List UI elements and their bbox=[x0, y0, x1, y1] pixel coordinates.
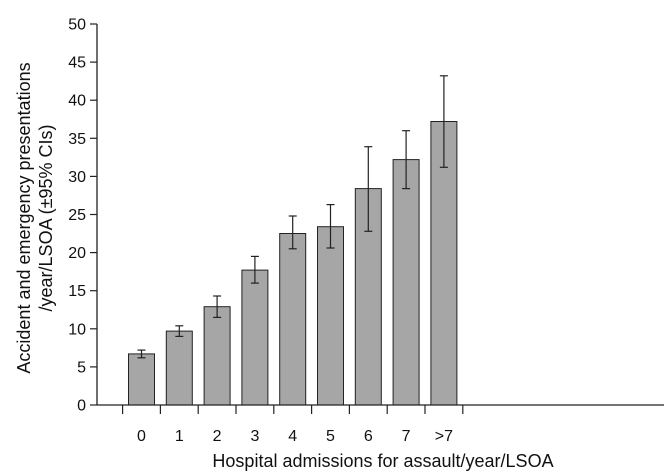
error-bar-3 bbox=[250, 255, 259, 284]
x-tick-label-5: 5 bbox=[326, 428, 335, 445]
error-bar-4 bbox=[288, 215, 297, 250]
x-tick-label-8: >7 bbox=[435, 428, 453, 445]
error-bar-2 bbox=[213, 295, 222, 318]
bar-4 bbox=[279, 233, 307, 406]
y-tick-label-10: 50 bbox=[68, 17, 86, 34]
y-tick-label-0: 0 bbox=[77, 398, 86, 415]
bar-5 bbox=[317, 226, 344, 406]
y-tick-label-2: 10 bbox=[68, 321, 86, 338]
error-bar-6 bbox=[364, 146, 373, 232]
y-tick-label-1: 5 bbox=[77, 359, 86, 376]
y-tick-label-6: 30 bbox=[68, 169, 86, 186]
y-axis-title: Accident and emergency presentations /ye… bbox=[14, 62, 56, 373]
axes-layer bbox=[90, 23, 664, 414]
y-tick-label-3: 15 bbox=[68, 283, 86, 300]
x-tick-label-3: 3 bbox=[250, 428, 259, 445]
x-tick-label-0: 0 bbox=[137, 428, 146, 445]
y-axis-title-line-2: /year/LSOA (±95% CIs) bbox=[36, 125, 56, 312]
bar-7 bbox=[392, 159, 420, 406]
error-bar-1 bbox=[175, 325, 184, 337]
x-tick-label-4: 4 bbox=[288, 428, 297, 445]
bar-2 bbox=[203, 306, 231, 406]
y-tick-label-5: 25 bbox=[68, 207, 86, 224]
bar-3 bbox=[241, 269, 269, 406]
error-bar-5 bbox=[326, 204, 335, 249]
y-tick-label-9: 45 bbox=[68, 55, 86, 72]
bar-8 bbox=[430, 121, 458, 406]
y-tick-label-4: 20 bbox=[68, 245, 86, 262]
x-axis-title: Hospital admissions for assault/year/LSO… bbox=[212, 451, 553, 471]
bar-0 bbox=[128, 353, 155, 406]
bar-1 bbox=[165, 330, 193, 406]
error-bar-0 bbox=[137, 349, 146, 359]
error-bar-7 bbox=[402, 130, 411, 190]
x-tick-label-1: 1 bbox=[175, 428, 184, 445]
y-tick-label-7: 35 bbox=[68, 131, 86, 148]
x-tick-label-6: 6 bbox=[364, 428, 373, 445]
y-tick-label-8: 40 bbox=[68, 93, 86, 110]
x-tick-label-2: 2 bbox=[213, 428, 222, 445]
error-bar-8 bbox=[439, 75, 448, 168]
x-tick-label-7: 7 bbox=[402, 428, 411, 445]
error-bars-layer bbox=[137, 75, 448, 359]
bars-layer bbox=[128, 121, 458, 406]
y-axis-title-line-1: Accident and emergency presentations bbox=[14, 62, 34, 373]
